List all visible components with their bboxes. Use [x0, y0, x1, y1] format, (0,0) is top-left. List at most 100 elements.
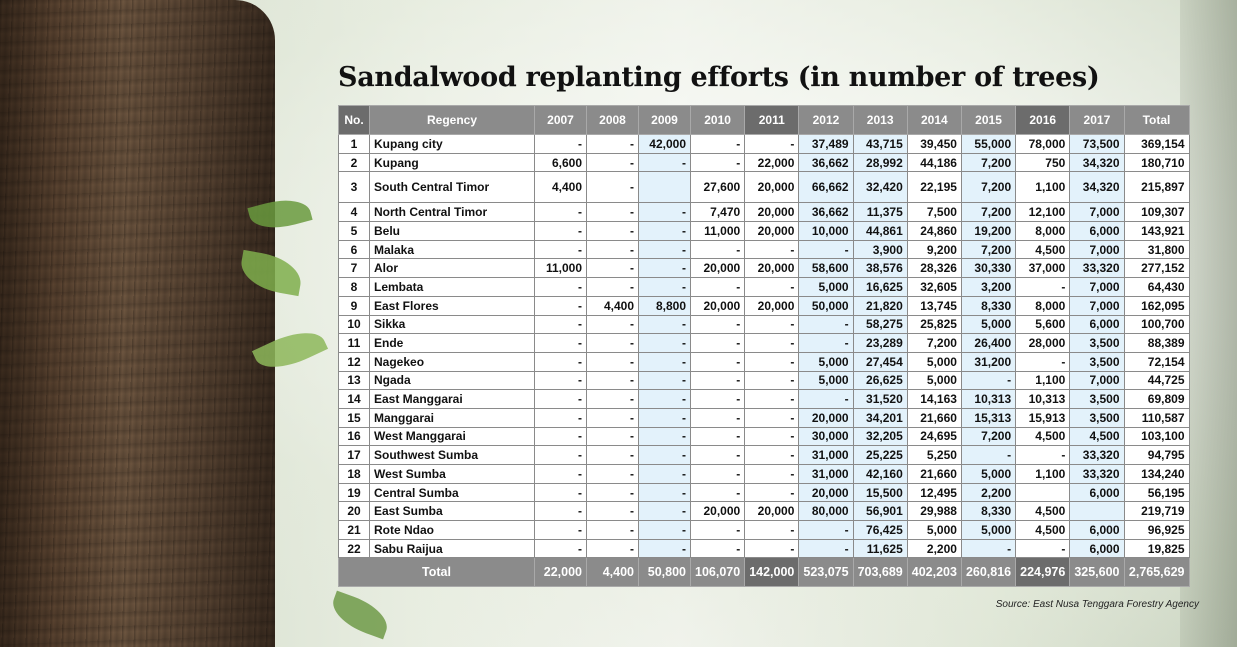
table-cell: 25,825 — [906, 314, 962, 335]
table-cell: - — [586, 134, 639, 154]
total-cell: 402,203 — [906, 557, 962, 588]
table-cell: - — [534, 426, 587, 447]
table-cell: 94,795 — [1123, 445, 1190, 465]
table-cell: - — [638, 258, 691, 279]
table-cell: 6,000 — [1069, 221, 1125, 241]
table-cell: 4,400 — [586, 295, 639, 316]
table-cell: 22,195 — [906, 171, 962, 204]
column-header: No. — [338, 105, 370, 135]
table-cell: - — [534, 501, 587, 522]
table-cell: 26,400 — [960, 333, 1017, 353]
table-cell: - — [744, 389, 800, 409]
table-row: 6 Malaka - - - - - -3,900 9,200 7,200 4,500 7,000 31… — [338, 239, 1190, 260]
table-cell: 24,860 — [906, 221, 962, 241]
table-cell: 7,000 — [1069, 202, 1125, 223]
table-cell: 14,163 — [906, 389, 962, 409]
table-cell: 8,000 — [1015, 295, 1071, 316]
table-cell: - — [638, 314, 691, 335]
table-cell: - — [534, 221, 587, 241]
table-cell: - — [744, 370, 800, 391]
table-cell: 19,825 — [1123, 538, 1190, 559]
table-cell: - — [960, 445, 1017, 465]
table-cell: 5,000 — [906, 370, 962, 391]
table-cell: - — [1015, 538, 1071, 559]
table-cell — [1015, 482, 1071, 503]
column-header: 2007 — [534, 105, 587, 135]
table-cell: 8,330 — [960, 501, 1017, 522]
regency-name: Alor — [369, 258, 535, 279]
table-cell: 19,200 — [960, 221, 1017, 241]
table-row: 15 Manggarai - - - - -20,000 34,201 21,660 15,313… — [338, 407, 1190, 428]
row-number: 11 — [338, 333, 370, 353]
table-cell: - — [534, 134, 587, 154]
table-cell: 33,320 — [1069, 445, 1125, 465]
table-cell: 5,000 — [906, 520, 962, 540]
table-cell: 42,160 — [852, 464, 908, 484]
table-cell: 8,000 — [1015, 221, 1071, 241]
table-cell: - — [689, 370, 746, 391]
row-number: 20 — [338, 501, 370, 522]
table-cell: 7,200 — [960, 171, 1017, 204]
table-row: 7 Alor 11,000- -20,000 20,000 58,600 38,576 28,… — [338, 258, 1190, 279]
table-row: 19 Central Sumba - - - - -20,000 15,500 12,495 2,… — [338, 482, 1190, 503]
table-cell: - — [638, 351, 691, 372]
table-cell: 33,320 — [1069, 464, 1125, 484]
column-header: 2011 — [744, 105, 800, 135]
regency-name: Belu — [369, 221, 535, 241]
table-cell: - — [638, 482, 691, 503]
table-cell: - — [638, 445, 691, 465]
table-cell: - — [1015, 445, 1071, 465]
table-cell: 21,660 — [906, 464, 962, 484]
table-cell: 44,186 — [906, 152, 962, 173]
column-header: 2012 — [798, 105, 854, 135]
table-cell: 134,240 — [1123, 464, 1190, 484]
row-number: 22 — [338, 538, 370, 559]
table-cell: - — [638, 221, 691, 241]
table-cell: 66,662 — [798, 171, 854, 204]
row-number: 15 — [338, 407, 370, 428]
table-cell: - — [586, 239, 639, 260]
table-cell: - — [960, 538, 1017, 559]
table-cell: 23,289 — [852, 333, 908, 353]
table-cell: 7,200 — [906, 333, 962, 353]
table-cell: 34,320 — [1069, 171, 1125, 204]
table-cell: - — [744, 239, 800, 260]
column-header: 2009 — [638, 105, 691, 135]
table-cell: - — [586, 520, 639, 540]
row-number: 14 — [338, 389, 370, 409]
table-row: 1 Kupang city - -42,000- -37,489 43,715 39,450… — [338, 134, 1190, 154]
table-cell: 11,625 — [852, 538, 908, 559]
table-cell: 1,100 — [1015, 171, 1071, 204]
table-cell: 28,000 — [1015, 333, 1071, 353]
table-cell: 20,000 — [744, 258, 800, 279]
row-number: 12 — [338, 351, 370, 372]
table-cell: 2,200 — [960, 482, 1017, 503]
table-row: 8 Lembata - - - - -5,000 16,625 32,605 3,200-7,00… — [338, 277, 1190, 297]
table-cell: 20,000 — [689, 295, 746, 316]
table-cell: - — [798, 389, 854, 409]
table-cell: 34,320 — [1069, 152, 1125, 173]
table-row: 4 North Central Timor - - -7,470 20,000 36,662… — [338, 202, 1190, 223]
table-cell: 5,000 — [906, 351, 962, 372]
table-cell: - — [689, 351, 746, 372]
table-cell: - — [689, 482, 746, 503]
total-cell: 106,070 — [689, 557, 746, 588]
table-row: 11 Ende - - - - - -23,289 7,200 26,400 28,000 3,500… — [338, 333, 1190, 353]
table-cell: 5,600 — [1015, 314, 1071, 335]
table-cell: 28,326 — [906, 258, 962, 279]
table-cell: 56,195 — [1123, 482, 1190, 503]
table-cell: - — [798, 538, 854, 559]
regency-name: Central Sumba — [369, 482, 535, 503]
table-cell: - — [1015, 277, 1071, 297]
table-cell: 10,313 — [1015, 389, 1071, 409]
table-cell: 5,000 — [960, 314, 1017, 335]
table-row: 21 Rote Ndao - - - - - -76,425 5,000 5,000 4,500 6,… — [338, 520, 1190, 540]
table-row: 13 Ngada - - - - -5,000 26,625 5,000-1,100 7,000 4… — [338, 370, 1190, 391]
table-cell: - — [1015, 351, 1071, 372]
table-cell: 27,454 — [852, 351, 908, 372]
table-body: 1 Kupang city - -42,000- -37,489 43,715 39,450… — [338, 134, 1190, 559]
table-cell — [638, 171, 691, 204]
regency-name: West Manggarai — [369, 426, 535, 447]
table-cell: - — [586, 351, 639, 372]
column-header: Regency — [369, 105, 535, 135]
